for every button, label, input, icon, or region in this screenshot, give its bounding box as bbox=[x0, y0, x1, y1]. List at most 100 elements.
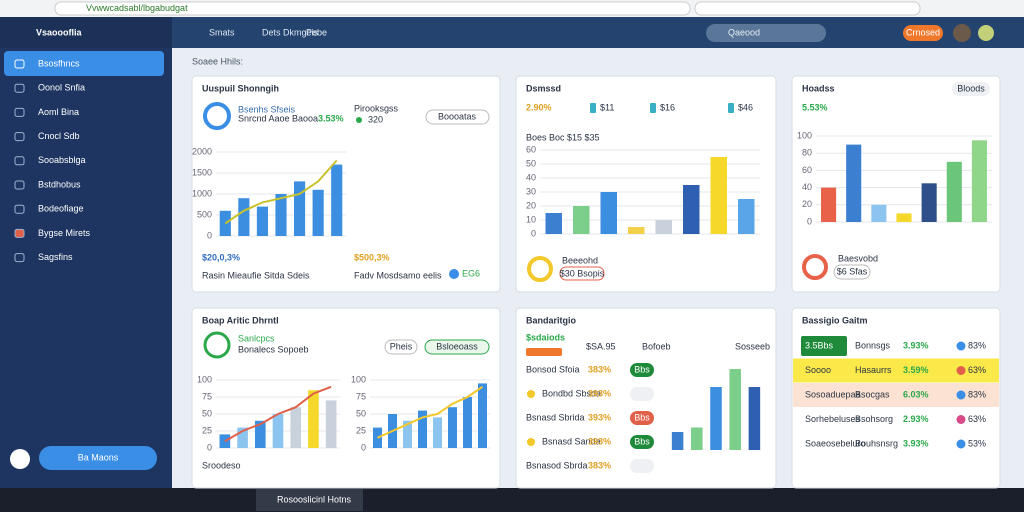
row-dot bbox=[527, 390, 535, 398]
bar bbox=[331, 164, 343, 236]
taskbar-app[interactable] bbox=[256, 489, 363, 511]
sidebar-item: Cnocl Sdb bbox=[38, 131, 80, 141]
bar bbox=[738, 199, 755, 234]
address-bar[interactable] bbox=[54, 1, 691, 16]
card bbox=[191, 75, 501, 293]
sidebar bbox=[0, 48, 172, 488]
card bbox=[515, 75, 777, 293]
y-tick-label: 25 bbox=[202, 425, 212, 435]
label: EG6 bbox=[462, 268, 480, 278]
avatar[interactable] bbox=[953, 24, 971, 42]
bar bbox=[237, 427, 248, 448]
chip-icon bbox=[650, 103, 656, 113]
bar bbox=[294, 181, 306, 236]
bar bbox=[655, 220, 672, 234]
card-title: Bandaritgio bbox=[526, 315, 577, 325]
sidebar-active[interactable] bbox=[4, 51, 164, 76]
bar bbox=[710, 387, 722, 450]
pill[interactable] bbox=[833, 264, 871, 280]
y-tick-label: 25 bbox=[356, 425, 366, 435]
sidebar-icon bbox=[14, 83, 25, 93]
bar bbox=[896, 213, 912, 222]
chip-icon bbox=[728, 103, 734, 113]
y-tick-label: 100 bbox=[351, 374, 366, 384]
nav-item: Pebe bbox=[306, 27, 327, 37]
label: 63% bbox=[968, 414, 986, 424]
label: Bsocgas bbox=[855, 389, 890, 399]
badge bbox=[526, 348, 562, 356]
search-box[interactable] bbox=[706, 24, 826, 42]
avatar[interactable] bbox=[978, 25, 994, 41]
pill[interactable] bbox=[630, 435, 654, 449]
label: Sosseeb bbox=[735, 341, 770, 351]
card-title: Bassigio Gaitm bbox=[802, 315, 868, 325]
label: Bloods bbox=[957, 83, 985, 93]
y-tick-label: 75 bbox=[356, 391, 366, 401]
progress-ring bbox=[203, 331, 231, 359]
label: 3.5Bbs bbox=[805, 340, 834, 350]
y-tick-label: 100 bbox=[797, 130, 812, 140]
url: Vvwwcadsabl/lbgabudgat bbox=[86, 3, 188, 13]
pill[interactable] bbox=[630, 387, 654, 401]
pill[interactable] bbox=[425, 109, 490, 125]
label: 3.53% bbox=[318, 113, 344, 123]
sidebar-item: Aoml Bina bbox=[38, 107, 79, 117]
bar bbox=[254, 420, 266, 448]
y-tick-label: 0 bbox=[207, 442, 212, 452]
sidebar-item: Oonol Snfia bbox=[38, 83, 85, 93]
label: Bsnasd Sanda bbox=[542, 436, 601, 446]
y-tick-label: 500 bbox=[197, 209, 212, 219]
y-tick-label: 0 bbox=[207, 230, 212, 240]
pill[interactable] bbox=[559, 266, 605, 281]
pill[interactable] bbox=[630, 411, 654, 425]
bar bbox=[308, 390, 319, 448]
logo-area bbox=[0, 17, 172, 48]
y-tick-label: 50 bbox=[526, 158, 536, 168]
label: Bonalecs Sopoeb bbox=[238, 344, 309, 354]
y-tick-label: 2000 bbox=[192, 146, 212, 156]
pill[interactable] bbox=[630, 459, 654, 473]
label: Beeeohd bbox=[562, 255, 598, 265]
label: 393% bbox=[588, 436, 611, 446]
button-text: Ba Maons bbox=[78, 452, 119, 462]
label: Bondbd Sbsda bbox=[542, 388, 601, 398]
status-dot bbox=[356, 117, 362, 123]
bar bbox=[418, 410, 427, 448]
row-dot bbox=[956, 390, 966, 400]
label: 320 bbox=[368, 114, 383, 124]
bar bbox=[946, 161, 962, 222]
sidebar-item: Bygse Mirets bbox=[38, 228, 91, 238]
browser-search[interactable] bbox=[694, 1, 921, 16]
label: 5.53% bbox=[802, 102, 828, 112]
label: Sroodeso bbox=[202, 460, 241, 470]
settings-icon[interactable] bbox=[10, 449, 30, 469]
header-button[interactable] bbox=[903, 25, 943, 41]
label: Fadv Mosdsamo eelis bbox=[354, 270, 442, 280]
bar bbox=[272, 414, 284, 448]
y-tick-label: 100 bbox=[197, 374, 212, 384]
label: 393% bbox=[588, 388, 611, 398]
label: Bbs bbox=[634, 412, 650, 422]
trend-line bbox=[224, 159, 338, 225]
pill[interactable] bbox=[384, 339, 418, 355]
label: 3.93% bbox=[903, 438, 929, 448]
label: Bouhsnsrg bbox=[855, 438, 898, 448]
badge[interactable] bbox=[952, 82, 990, 96]
bar bbox=[256, 206, 268, 236]
card bbox=[791, 75, 1001, 293]
sidebar-icon bbox=[14, 204, 25, 214]
label: Hasaurrs bbox=[855, 365, 892, 375]
trend-line bbox=[377, 385, 484, 439]
pill[interactable] bbox=[630, 363, 654, 377]
y-tick-label: 50 bbox=[356, 408, 366, 418]
label: Boooatas bbox=[438, 111, 477, 121]
label: $sdaiods bbox=[526, 332, 565, 342]
sidebar-button[interactable] bbox=[39, 446, 157, 470]
y-tick-label: 20 bbox=[526, 200, 536, 210]
bar bbox=[691, 427, 703, 450]
bar bbox=[463, 397, 472, 448]
label: 2.93% bbox=[903, 414, 929, 424]
y-tick-label: 1000 bbox=[192, 188, 212, 198]
bar bbox=[448, 407, 457, 448]
pill[interactable] bbox=[424, 339, 490, 355]
